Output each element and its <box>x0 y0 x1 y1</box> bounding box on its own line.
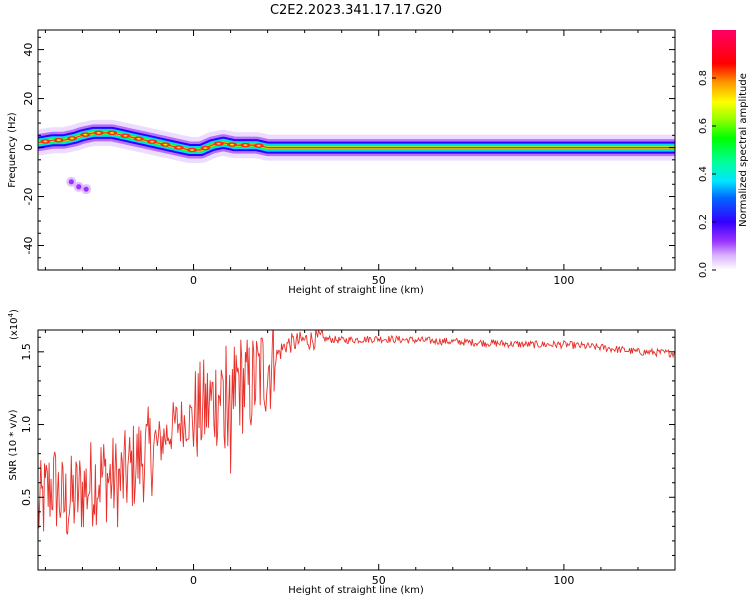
spectral-peak-center <box>150 140 155 143</box>
snr-x-tick-label: 50 <box>372 574 386 587</box>
spectral-peak-center <box>136 137 141 140</box>
colorbar: 0.0 0.2 0.4 0.6 0.8 Normalized spectral ampl… <box>698 30 749 278</box>
spectrogram-frame <box>37 29 676 271</box>
spectrogram-panel: 0 50 100 -40 -20 0 20 40 Height of straight lin… <box>7 29 676 296</box>
spectral-peak-center <box>190 149 195 151</box>
spectral-peak-center <box>70 137 75 140</box>
snr-y-multiplier-base: (x10 <box>9 317 20 340</box>
spectral-peak-center <box>83 133 88 136</box>
spectral-peak-center <box>56 139 61 142</box>
colorbar-gradient <box>712 30 736 270</box>
snr-x-tick-label: 100 <box>553 574 574 587</box>
snr-x-axis-label: Height of straight line (km) <box>288 585 424 596</box>
secondary-signal-point <box>76 184 82 190</box>
colorbar-label: Normalized spectral amplitude <box>738 73 749 227</box>
colorbar-tick-label: 0.0 <box>698 262 709 278</box>
snr-y-tick-label: 0.5 <box>20 489 33 507</box>
spectral-peak-center <box>243 144 248 147</box>
colorbar-tick-label: 0.6 <box>698 118 709 134</box>
spectral-peak-center <box>256 144 261 147</box>
spectral-peak-center <box>203 147 208 149</box>
spectrogram-x-tick-label: 100 <box>553 274 574 287</box>
spectrogram-ticks: 0 50 100 -40 -20 0 20 40 <box>22 30 676 287</box>
secondary-signal-point <box>68 179 74 185</box>
spectral-peak-center <box>163 143 168 146</box>
spectral-peak-center <box>96 131 101 134</box>
spectrogram-y-tick-label: -40 <box>22 237 35 255</box>
snr-plot-area <box>38 330 675 535</box>
spectrogram-plot-area <box>38 119 675 195</box>
spectral-peak-center <box>216 142 221 145</box>
snr-y-axis-label: SNR (10 * v/v) <box>8 409 19 480</box>
figure-title: C2E2.2023.341.17.17.G20 <box>270 3 442 18</box>
spectral-peak-center <box>176 146 181 149</box>
spectrogram-x-tick-label: 0 <box>190 274 197 287</box>
spectrogram-y-tick-label: 20 <box>22 92 35 106</box>
snr-panel: 0 50 100 0.5 1.0 1.5 Height of straight line … <box>7 309 676 596</box>
snr-y-multiplier-exponent: 4 <box>7 312 15 317</box>
spectral-peak-center <box>230 143 235 146</box>
spectrogram-y-tick-label: 0 <box>22 144 35 151</box>
spectral-peak-center <box>123 134 128 137</box>
colorbar-tick-label: 0.2 <box>698 214 709 230</box>
snr-frame <box>37 329 676 571</box>
spectrogram-x-tick-label: 50 <box>372 274 386 287</box>
snr-y-multiplier: (x104) <box>7 309 20 340</box>
colorbar-ticks: 0.0 0.2 0.4 0.6 0.8 <box>698 70 716 278</box>
snr-y-tick-label: 1.5 <box>20 343 33 361</box>
spectral-peak-center <box>110 131 115 134</box>
spectrogram-y-tick-label: -20 <box>22 188 35 206</box>
colorbar-tick-label: 0.4 <box>698 166 709 182</box>
colorbar-tick-label: 0.8 <box>698 70 709 86</box>
secondary-signal-point <box>83 186 89 192</box>
spectral-peak-center <box>43 140 48 143</box>
spectrogram-y-tick-label: 40 <box>22 43 35 57</box>
snr-x-tick-label: 0 <box>190 574 197 587</box>
snr-y-tick-label: 1.0 <box>20 416 33 434</box>
snr-series-line <box>38 330 675 535</box>
snr-ticks: 0 50 100 0.5 1.0 1.5 <box>20 330 676 587</box>
spectrogram-y-axis-label: Frequency (Hz) <box>7 112 18 188</box>
spectrogram-x-axis-label: Height of straight line (km) <box>288 285 424 296</box>
